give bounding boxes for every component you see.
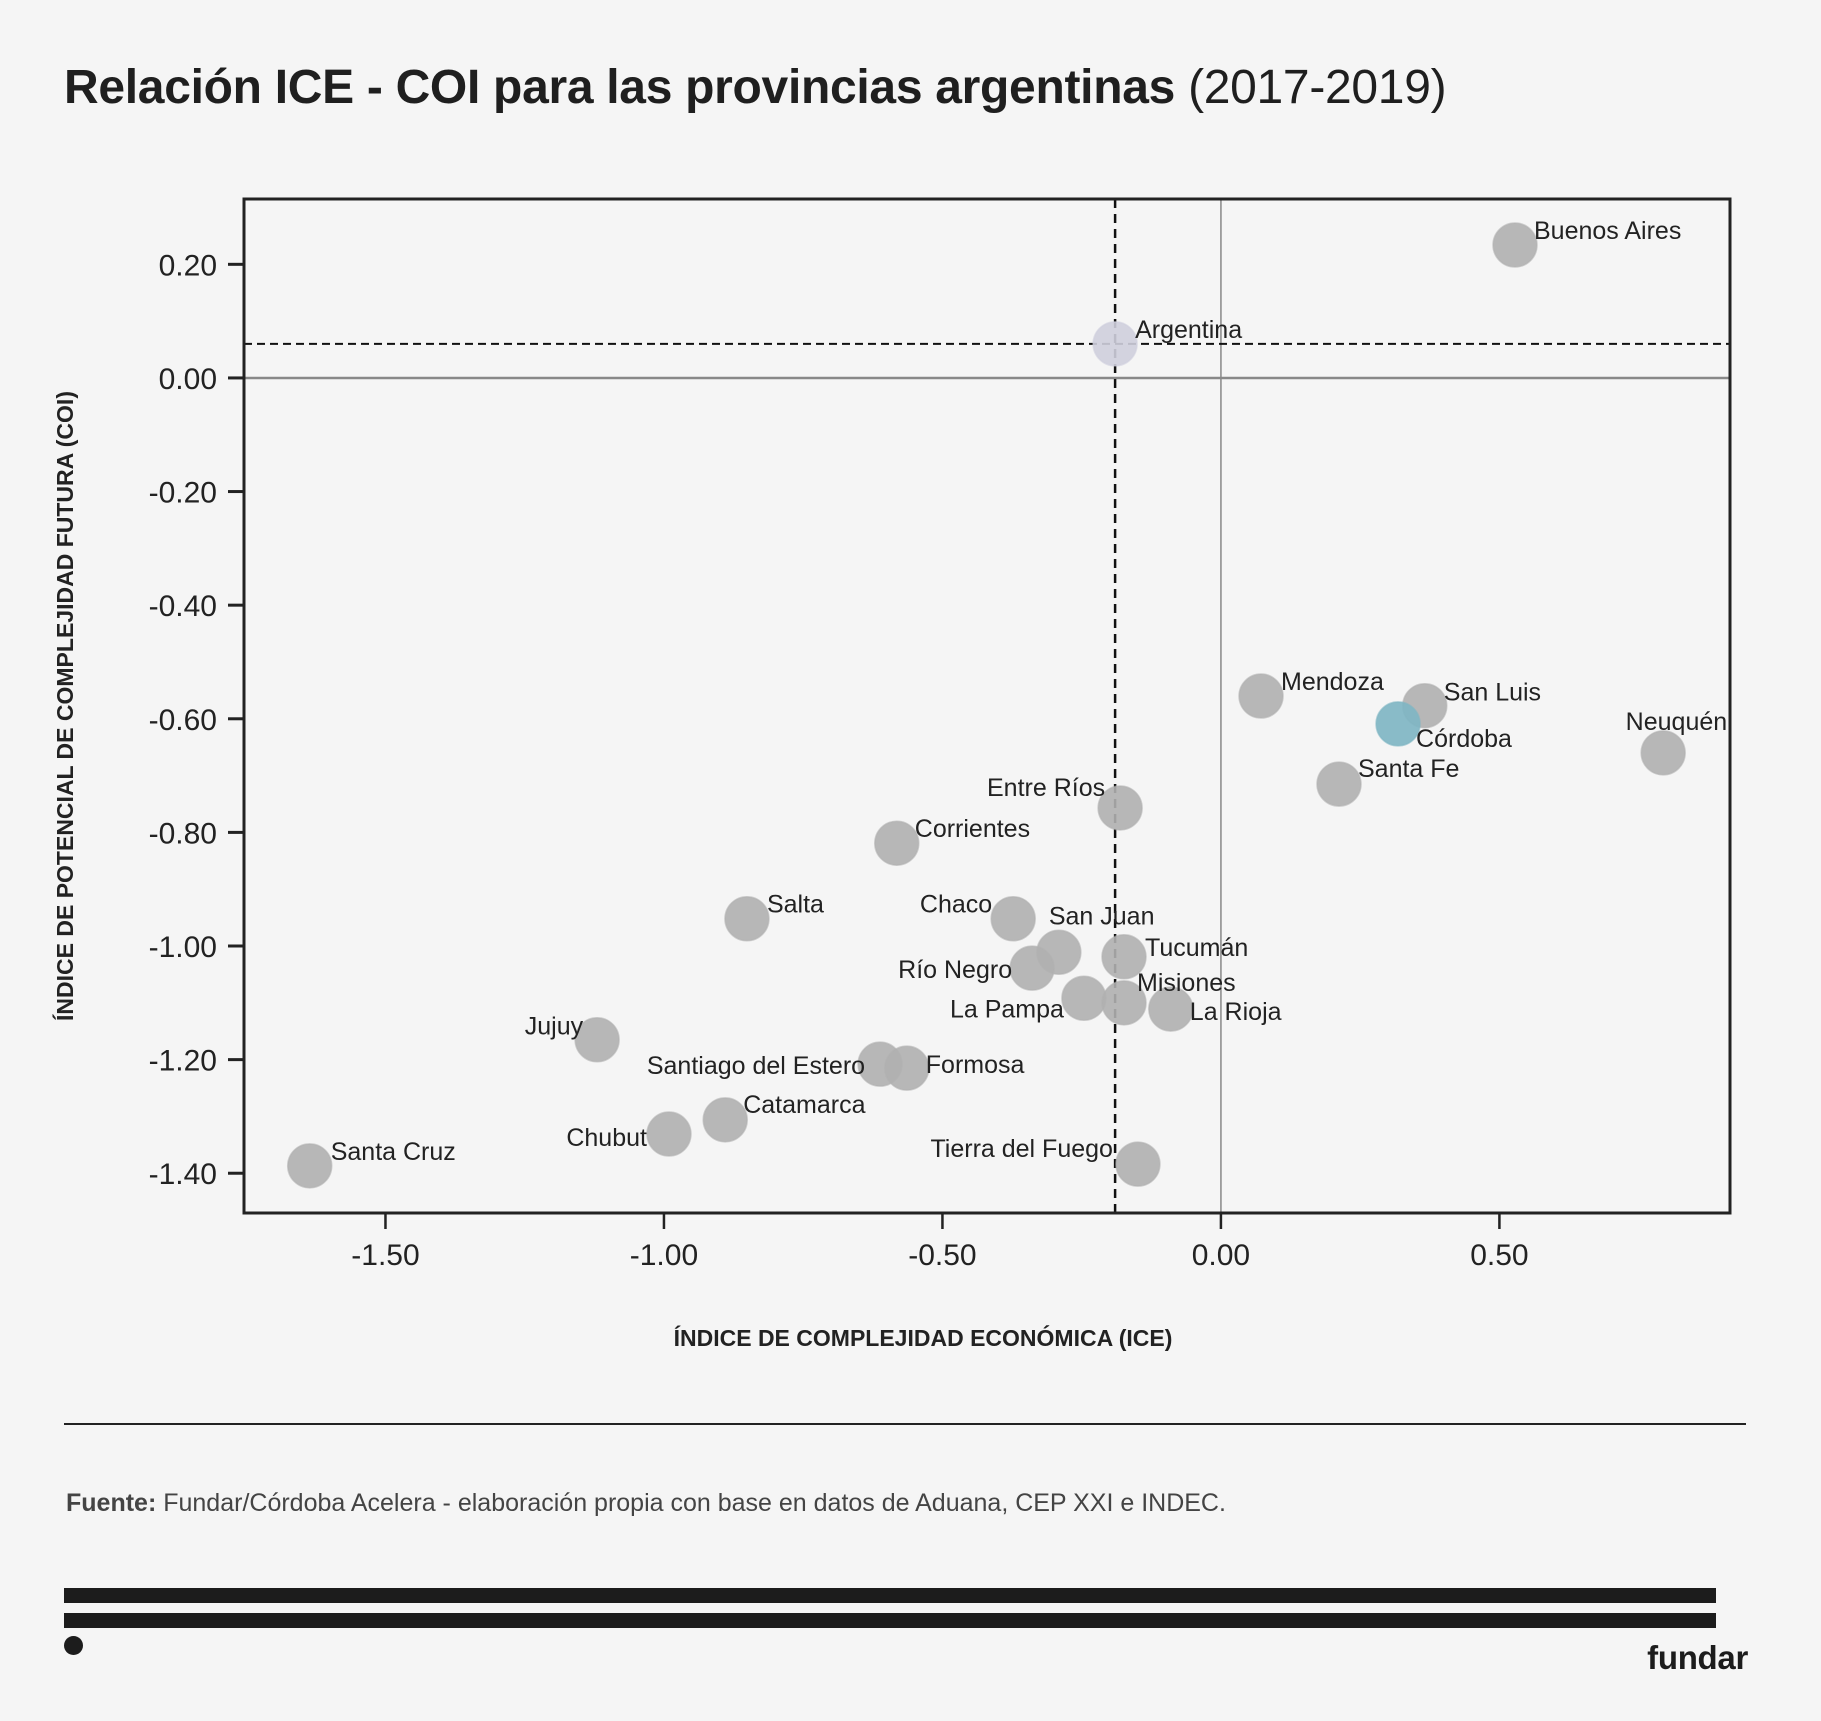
x-tick-label: -1.50 xyxy=(351,1239,419,1272)
y-tick-label: -0.40 xyxy=(149,590,217,623)
brand-bar-top xyxy=(64,1588,1716,1603)
data-point xyxy=(874,820,920,866)
point-label: Formosa xyxy=(926,1051,1025,1079)
x-tick-label: 0.00 xyxy=(1192,1239,1250,1272)
y-tick-label: 0.20 xyxy=(159,249,217,282)
point-label: Córdoba xyxy=(1416,725,1512,753)
point-label: Río Negro xyxy=(898,956,1012,984)
chart-title-main: Relación ICE - COI para las provincias a… xyxy=(64,61,1176,114)
x-tick-label: 0.50 xyxy=(1470,1239,1528,1272)
y-tick-label: -0.20 xyxy=(149,477,217,510)
data-point xyxy=(1101,934,1147,980)
plot-frame xyxy=(242,197,1732,1215)
y-tick-label: -0.80 xyxy=(149,817,217,850)
point-label: Corrientes xyxy=(915,815,1030,843)
point-label: Mendoza xyxy=(1281,668,1384,696)
data-point xyxy=(646,1111,692,1157)
data-point xyxy=(1640,730,1686,776)
data-point xyxy=(1092,321,1138,367)
data-point xyxy=(574,1016,620,1063)
data-point xyxy=(724,895,770,942)
data-point xyxy=(1316,761,1362,807)
point-labels: Buenos Aires Argentina Mendoza San Luis Córd… xyxy=(331,217,1727,1166)
data-point xyxy=(286,1143,333,1189)
point-label: San Luis xyxy=(1444,679,1541,707)
point-label: Misiones xyxy=(1137,969,1236,997)
data-point xyxy=(1009,945,1055,991)
point-label: Buenos Aires xyxy=(1534,217,1681,245)
reference-lines xyxy=(244,199,1730,1213)
point-label: Santa Fe xyxy=(1358,755,1459,783)
y-tick-label: -0.60 xyxy=(149,704,217,737)
brand-dot-icon xyxy=(64,1636,83,1655)
source-text: Fundar/Córdoba Acelera - elaboración pro… xyxy=(156,1489,1226,1517)
fundar-logo: fundar xyxy=(1647,1639,1748,1676)
data-point xyxy=(884,1045,930,1091)
data-point xyxy=(1148,986,1194,1032)
x-tick-label: -1.00 xyxy=(630,1239,698,1272)
data-point xyxy=(1115,1141,1161,1187)
data-point xyxy=(1238,673,1284,719)
x-axis-ticks: -1.50 -1.00 -0.50 0.00 0.50 xyxy=(351,1213,1529,1272)
point-label: Santa Cruz xyxy=(331,1138,456,1166)
chart-title-period: (2017-2019) xyxy=(1188,61,1447,114)
point-label: San Juan xyxy=(1049,902,1155,930)
point-label: Neuquén xyxy=(1626,708,1727,736)
data-point xyxy=(1375,701,1421,747)
data-point xyxy=(1061,975,1107,1022)
zero-lines xyxy=(244,199,1730,1213)
point-label: Chubut xyxy=(566,1124,647,1152)
source-label: Fuente: xyxy=(66,1489,157,1517)
x-axis-title: ÍNDICE DE COMPLEJIDAD ECONÓMICA (ICE) xyxy=(674,1324,1173,1351)
source-note: Fuente: Fundar/Córdoba Acelera - elabora… xyxy=(66,1488,1226,1518)
y-axis-title: ÍNDICE DE POTENCIAL DE COMPLEJIDAD FUTUR… xyxy=(51,391,78,1021)
y-tick-label: 0.00 xyxy=(159,363,217,396)
data-point xyxy=(990,895,1036,942)
data-point xyxy=(702,1097,748,1143)
chart-title: Relación ICE - COI para las provincias a… xyxy=(64,58,1447,118)
footer-separator xyxy=(64,1423,1746,1425)
point-label: Catamarca xyxy=(743,1091,865,1119)
data-points xyxy=(286,222,1686,1189)
point-label: Chaco xyxy=(920,891,992,919)
point-label: La Rioja xyxy=(1190,998,1282,1026)
point-label: Tierra del Fuego xyxy=(930,1135,1113,1163)
point-label: Santiago del Estero xyxy=(647,1052,865,1080)
point-label: Entre Ríos xyxy=(987,774,1105,802)
data-point xyxy=(1097,785,1143,831)
point-label: La Pampa xyxy=(950,995,1064,1023)
y-tick-label: -1.40 xyxy=(149,1158,217,1191)
scatter-chart: Buenos Aires Argentina Mendoza San Luis Córd… xyxy=(51,197,1732,1351)
y-tick-label: -1.00 xyxy=(149,931,217,964)
data-point xyxy=(1101,980,1147,1026)
brand-bar-bottom xyxy=(64,1613,1716,1628)
y-axis-ticks: 0.20 0.00 -0.20 -0.40 -0.60 -0.80 -1.00 -1.20 -1… xyxy=(149,249,244,1191)
point-label: Tucumán xyxy=(1145,934,1248,962)
point-label: Argentina xyxy=(1135,316,1242,344)
data-point xyxy=(1492,222,1538,268)
point-label: Salta xyxy=(767,891,824,919)
x-tick-label: -0.50 xyxy=(908,1239,976,1272)
point-label: Jujuy xyxy=(525,1013,584,1041)
y-tick-label: -1.20 xyxy=(149,1045,217,1078)
